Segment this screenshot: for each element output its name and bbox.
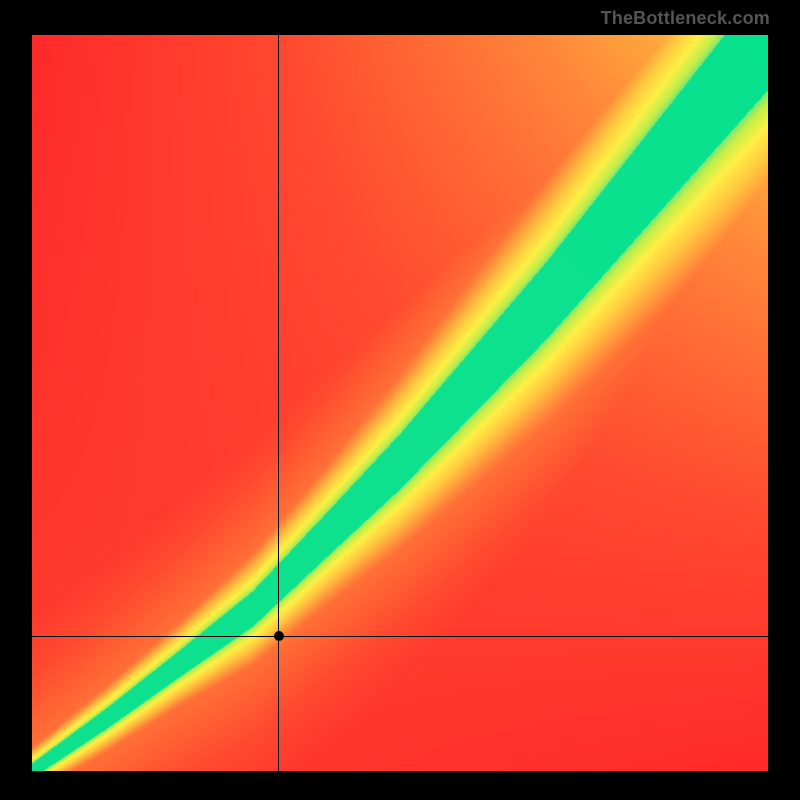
heatmap-canvas	[32, 35, 768, 771]
outer-frame: TheBottleneck.com	[0, 0, 800, 800]
watermark-text: TheBottleneck.com	[601, 8, 770, 29]
plot-area	[32, 35, 768, 771]
